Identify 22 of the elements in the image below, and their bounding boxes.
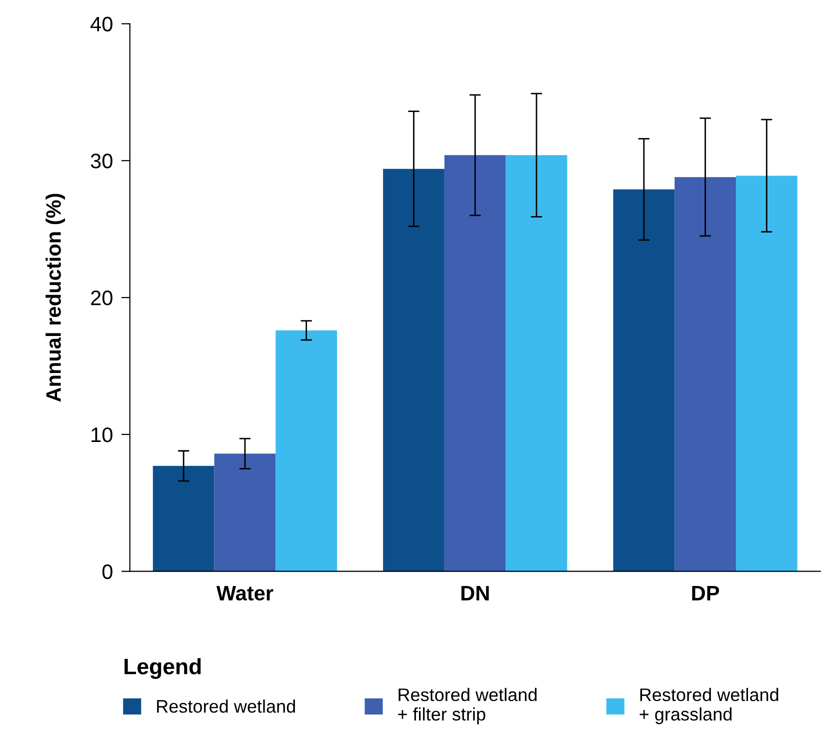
bar — [613, 189, 675, 572]
legend-label: Restored wetland + filter strip — [398, 688, 537, 724]
x-tick-label: Water — [216, 586, 274, 601]
y-tick-label: 10 — [92, 427, 112, 442]
x-tick-label: DP — [692, 586, 720, 600]
bar — [152, 466, 214, 572]
legend-label: Restored wetland — [157, 700, 295, 713]
bar — [736, 176, 798, 572]
bar — [276, 330, 338, 572]
y-tick-label: 0 — [102, 564, 112, 580]
x-tick-label: DN — [461, 586, 489, 600]
bar — [214, 454, 276, 572]
bar — [674, 177, 736, 572]
bar — [383, 168, 444, 572]
legend-label: Restored wetland + grassland — [640, 688, 778, 724]
bar — [506, 155, 568, 572]
y-tick-label: 40 — [90, 16, 112, 32]
y-axis-title: Annual reduction (%) — [46, 194, 66, 402]
y-tick-label: 30 — [90, 154, 112, 168]
bar — [444, 155, 506, 572]
legend-title: Legend — [124, 658, 201, 679]
y-tick-label: 20 — [91, 290, 112, 306]
